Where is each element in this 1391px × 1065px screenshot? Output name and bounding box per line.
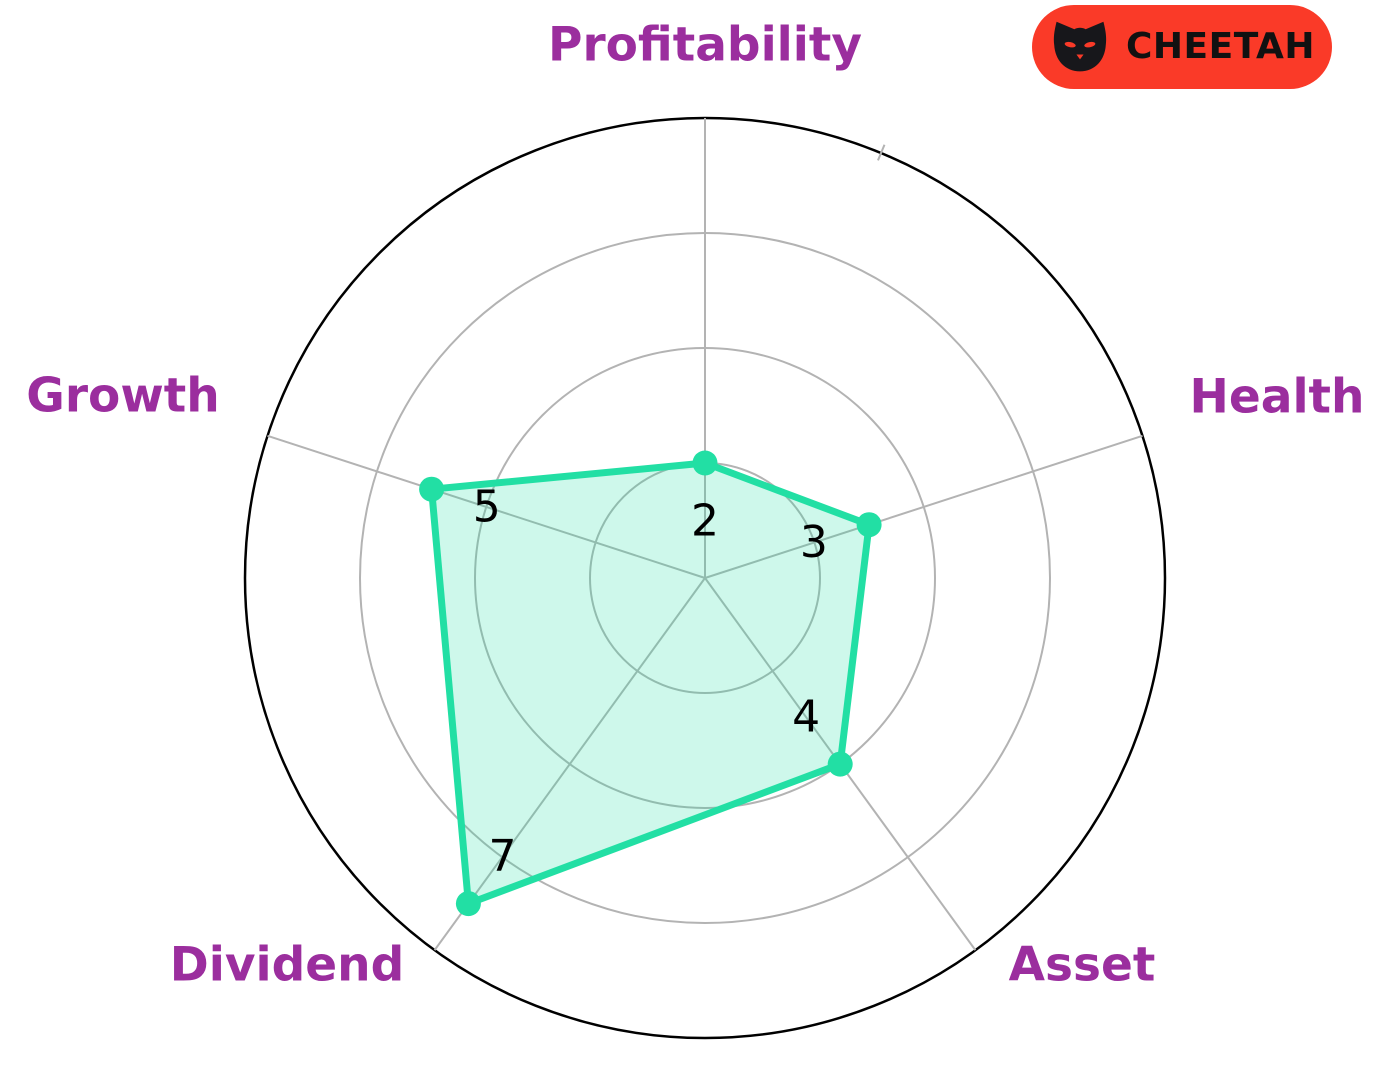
axis-label-health: Health	[1189, 369, 1365, 425]
value-label-profitability: 2	[691, 496, 719, 547]
axis-spoke-dividend	[433, 577, 706, 951]
value-label-growth: 5	[473, 482, 501, 533]
minor-tick	[877, 144, 886, 161]
axis-label-growth: Growth	[26, 368, 220, 424]
value-label-dividend: 7	[489, 831, 517, 882]
data-point-health	[856, 512, 882, 538]
data-point-asset	[827, 751, 853, 777]
axis-label-profitability: Profitability	[547, 17, 863, 73]
axis-spoke-growth	[267, 434, 706, 579]
axis-label-asset: Asset	[1008, 937, 1156, 993]
cat-nose	[1076, 54, 1084, 60]
axis-spoke-health	[704, 434, 1143, 579]
cat-left-eye	[1064, 41, 1076, 48]
value-label-health: 3	[800, 517, 828, 568]
cat-head-shape	[1053, 21, 1107, 72]
data-point-profitability	[692, 450, 718, 476]
cat-face-icon	[1053, 21, 1107, 72]
data-point-growth	[419, 476, 445, 502]
data-point-dividend	[455, 891, 481, 917]
badge-label: CHEETAH	[1126, 26, 1315, 67]
cat-right-eye	[1084, 41, 1096, 48]
cheetah-badge: CHEETAH	[1032, 5, 1332, 89]
data-polygon	[428, 459, 873, 908]
value-label-asset: 4	[792, 692, 820, 743]
axis-label-dividend: Dividend	[169, 937, 405, 993]
